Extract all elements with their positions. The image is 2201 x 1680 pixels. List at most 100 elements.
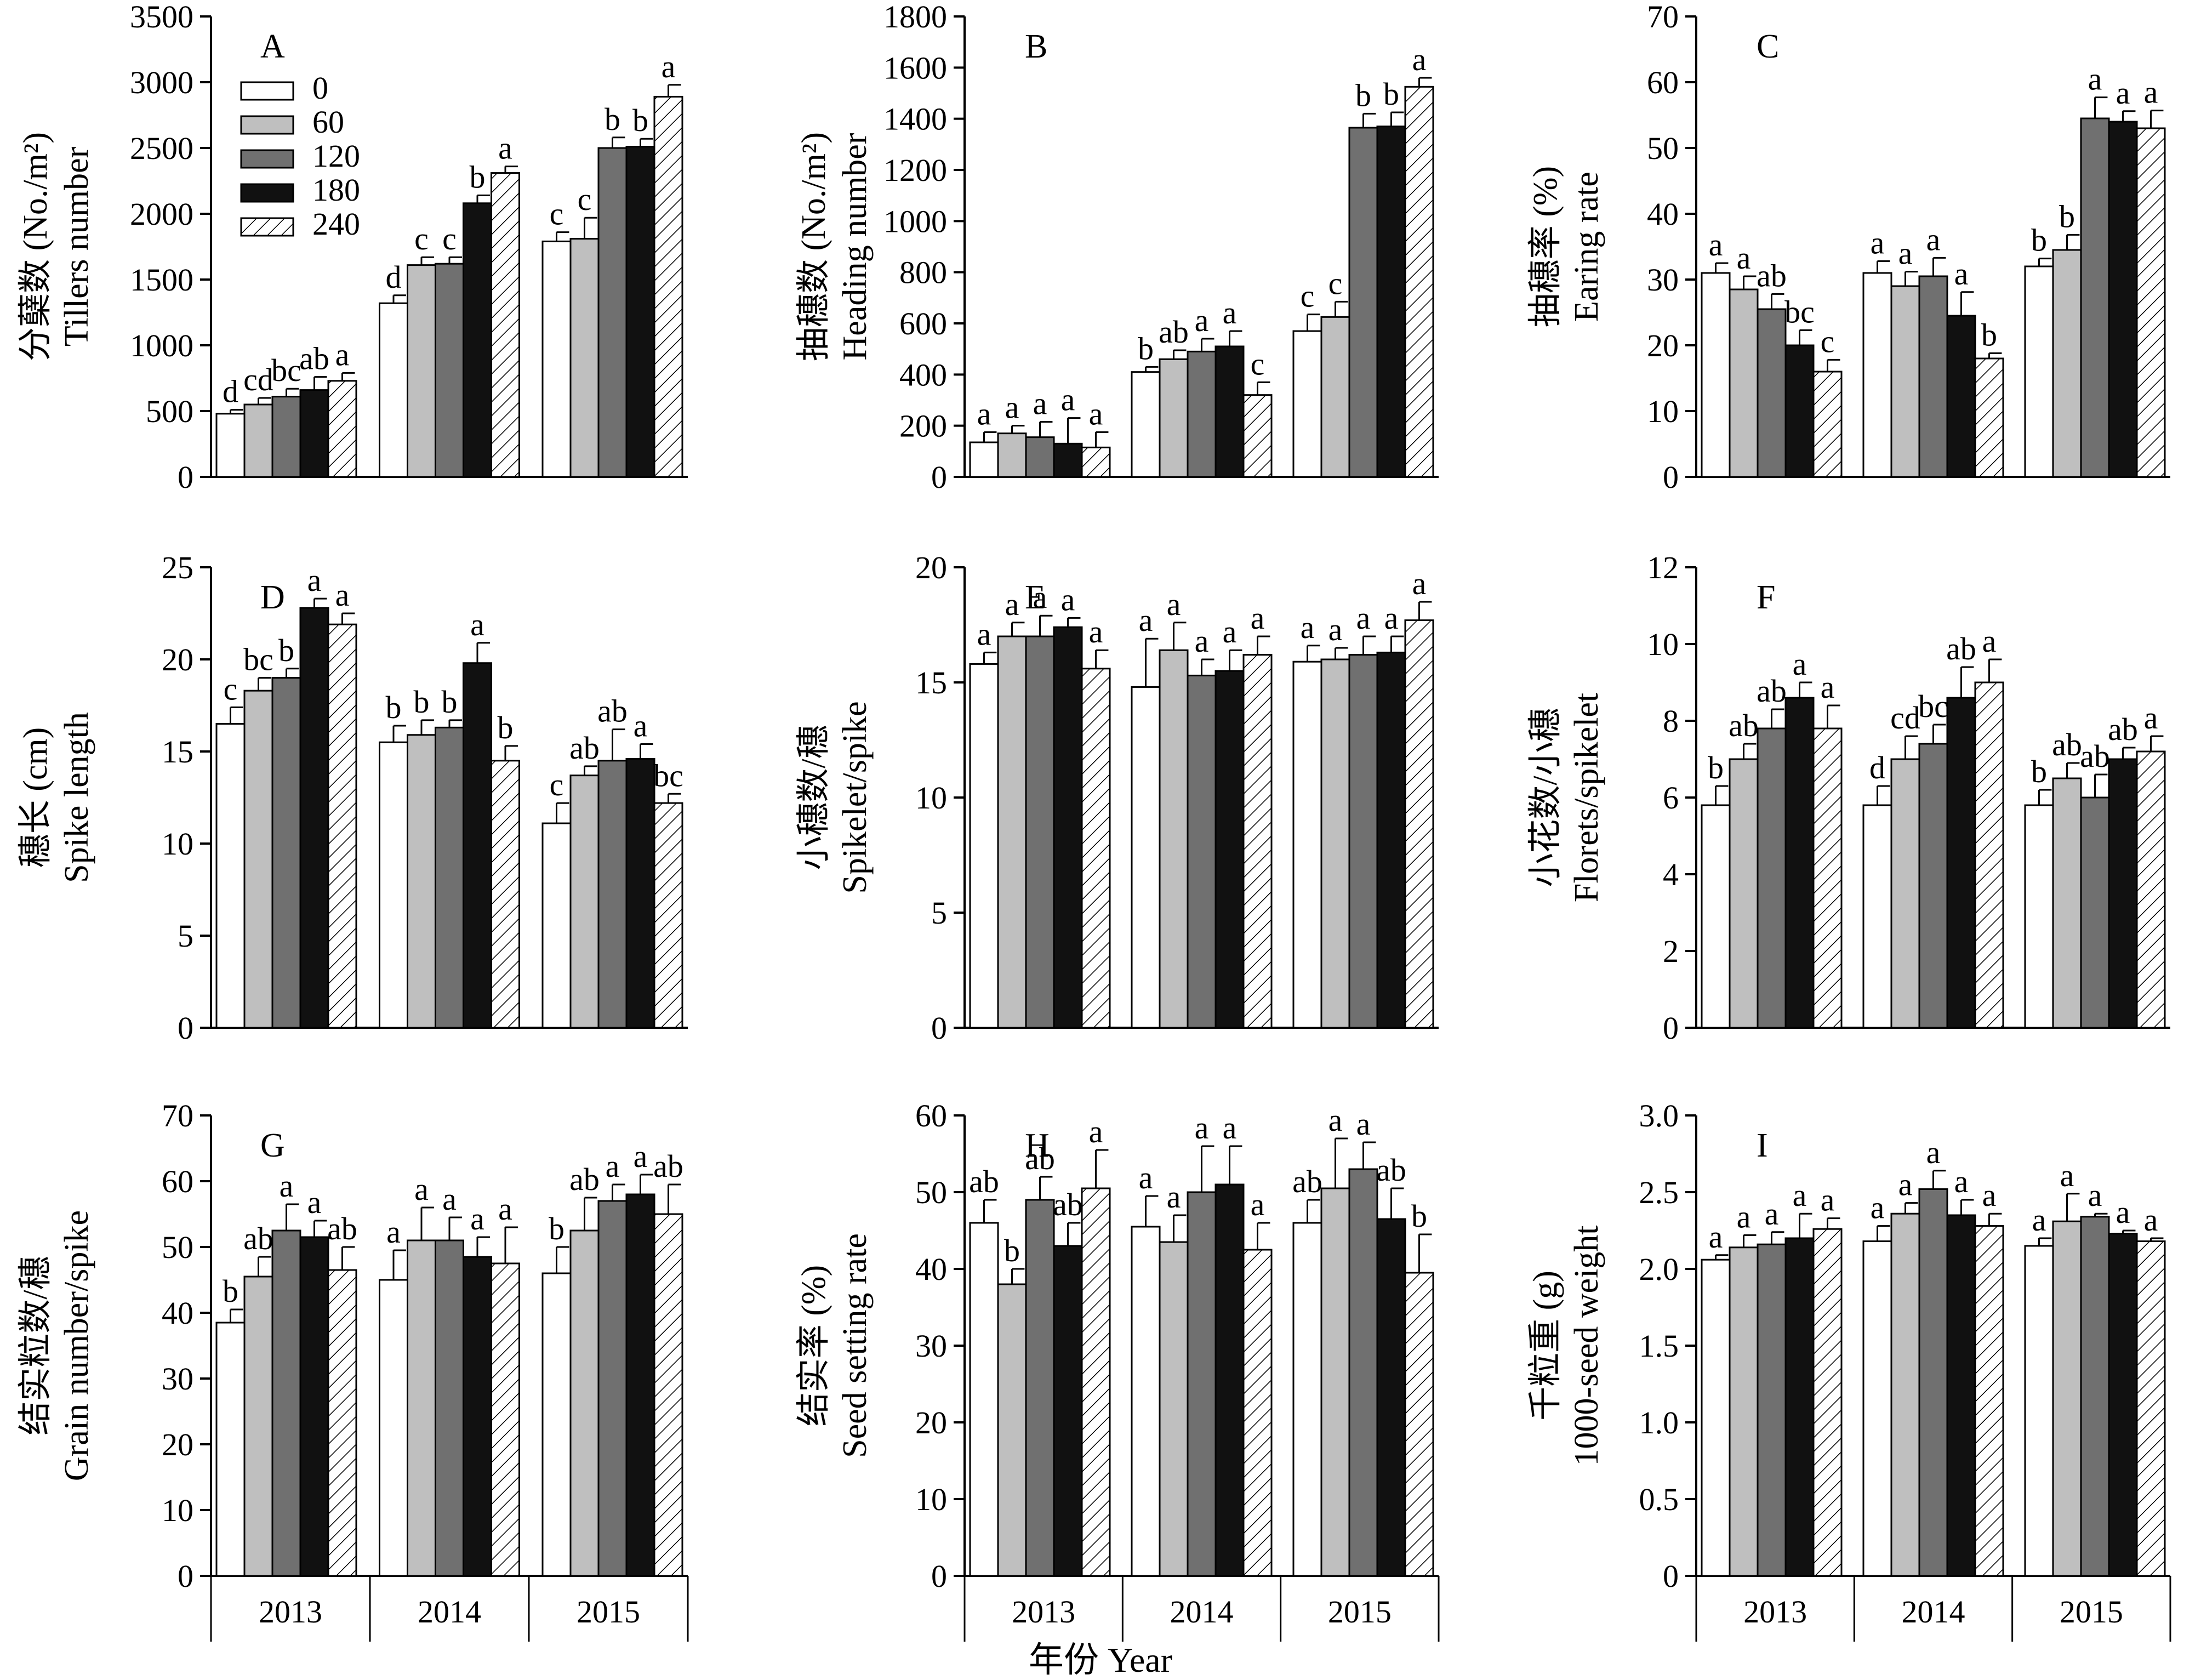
bar	[1404, 619, 1434, 1029]
significance-letter: a	[1793, 646, 1807, 682]
bar	[271, 396, 301, 478]
bar	[1242, 394, 1273, 478]
bar	[597, 1200, 628, 1577]
bar	[1159, 649, 1189, 1029]
significance-letter: a	[1898, 236, 1913, 271]
significance-letter: ab	[299, 341, 329, 377]
bar	[1131, 686, 1161, 1029]
significance-letter: b	[2031, 754, 2047, 789]
bar	[1292, 660, 1322, 1029]
significance-letter: a	[1737, 1199, 1751, 1234]
bar	[490, 172, 520, 478]
significance-letter: a	[1737, 240, 1751, 276]
bar	[1081, 668, 1111, 1029]
bar	[327, 380, 357, 478]
significance-letter: b	[441, 684, 457, 720]
bar	[215, 1322, 246, 1577]
bar	[1784, 344, 1815, 478]
bar	[271, 677, 301, 1029]
y-tick-label: 5	[931, 895, 947, 931]
panel-B: 0 200 400 600 800 1000 1200 1400 1600 1800 B 抽穗数 (N…	[795, 0, 1439, 495]
y-tick-label: 12	[1647, 550, 1679, 585]
significance-letter: a	[1954, 256, 1969, 292]
significance-letter: ab	[2108, 711, 2138, 747]
bar	[2052, 1220, 2082, 1577]
bar	[969, 1222, 999, 1577]
significance-letter: a	[1793, 1177, 1807, 1213]
y-tick-label: 30	[915, 1328, 947, 1364]
y-tick-label: 20	[162, 642, 193, 677]
y-axis-title-en: Spikelet/spike	[836, 701, 874, 893]
y-tick-label: 40	[162, 1295, 193, 1331]
y-tick-label: 20	[162, 1427, 193, 1462]
bar	[2108, 1233, 2138, 1577]
y-tick-label: 0	[931, 1010, 947, 1046]
significance-letter: a	[1167, 586, 1181, 622]
bar	[1946, 1214, 1976, 1577]
bar	[1131, 371, 1161, 478]
significance-letter: a	[2144, 700, 2158, 736]
bar	[2080, 796, 2110, 1029]
bar	[1784, 1237, 1815, 1577]
significance-letter: a	[1223, 1110, 1237, 1146]
bar	[1025, 436, 1055, 478]
y-tick-label: 0	[178, 459, 193, 495]
significance-letter: ab	[327, 1211, 357, 1246]
bar	[653, 802, 683, 1029]
bar	[1918, 1188, 1948, 1577]
bar	[1081, 446, 1111, 478]
bar	[625, 1193, 655, 1577]
x-tick-label: 2013	[1012, 1594, 1075, 1630]
y-tick-label: 50	[915, 1175, 947, 1210]
bar	[215, 413, 246, 478]
bar	[2080, 1216, 2110, 1577]
significance-letter: a	[977, 396, 991, 431]
significance-letter: a	[1954, 1164, 1969, 1199]
bar	[653, 1213, 683, 1577]
significance-letter: a	[1356, 1106, 1371, 1142]
bar	[2080, 117, 2110, 478]
y-axis-title-en: 1000-seed weight	[1568, 1225, 1605, 1466]
y-axis-title-cn: 分蘖数 (No./m²)	[17, 132, 54, 361]
significance-letter: ab	[569, 730, 600, 766]
significance-letter: a	[414, 1171, 429, 1207]
bar	[541, 822, 572, 1029]
bar	[1292, 1222, 1322, 1577]
significance-letter: a	[2088, 1177, 2102, 1213]
bar	[1701, 1258, 1731, 1577]
x-tick-label: 2013	[1743, 1594, 1807, 1630]
significance-letter: a	[1898, 1167, 1913, 1203]
significance-letter: a	[1926, 221, 1941, 257]
y-axis-title-cn: 小穗数/穗	[795, 725, 832, 870]
panel-I: 0 0.5 1.0 1.5 2.0 2.5 3.0 I 千粒重 (g) 1000-seed wei…	[1527, 1098, 2171, 1642]
y-tick-label: 0	[1663, 1010, 1679, 1046]
y-axis-title-en: Florets/spikelet	[1568, 693, 1605, 902]
significance-letter: a	[1033, 579, 1047, 615]
bar	[1890, 758, 1920, 1029]
y-tick-label: 1.5	[1639, 1328, 1679, 1364]
y-axis-title-cn: 小花数/小穗	[1527, 708, 1564, 887]
panel-label: D	[260, 579, 285, 616]
bar	[378, 302, 408, 478]
bar	[1214, 670, 1245, 1029]
significance-letter: bc	[1784, 294, 1815, 329]
bar	[997, 432, 1027, 478]
significance-letter: b	[1138, 331, 1154, 366]
y-axis-title-cn: 结实粒数/穗	[17, 1256, 54, 1435]
bar	[406, 1239, 436, 1577]
y-tick-label: 400	[899, 357, 947, 392]
y-tick-label: 50	[1647, 130, 1679, 166]
bar	[597, 760, 628, 1029]
significance-letter: b	[278, 633, 294, 668]
significance-letter: a	[1871, 225, 1885, 260]
significance-letter: b	[1981, 317, 1997, 352]
y-tick-label: 2.0	[1639, 1251, 1679, 1287]
significance-letter: a	[2144, 75, 2158, 110]
bar	[1812, 727, 1843, 1029]
y-tick-label: 600	[899, 306, 947, 341]
y-tick-label: 8	[1663, 703, 1679, 739]
y-tick-label: 25	[162, 550, 193, 585]
y-tick-label: 1000	[883, 203, 947, 239]
